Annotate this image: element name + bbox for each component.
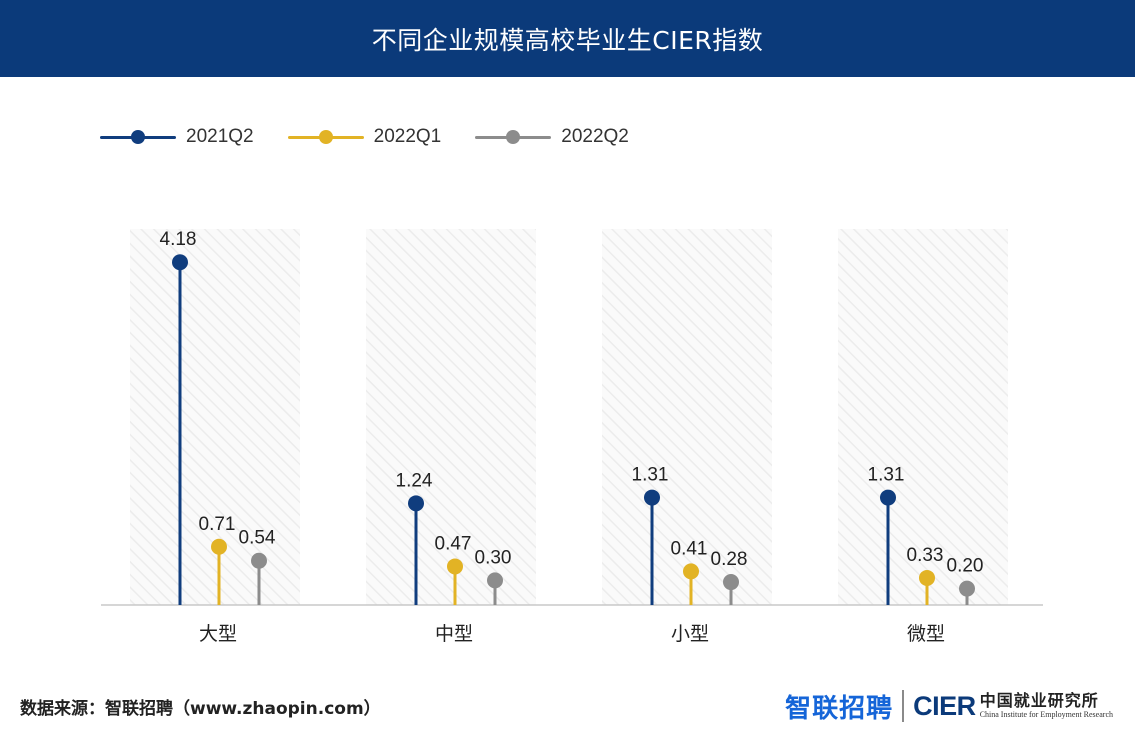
legend-swatch-2022q1 xyxy=(287,130,364,144)
logo-divider xyxy=(902,690,905,722)
cier-logo: CIER xyxy=(913,690,976,721)
lollipop-point xyxy=(880,489,896,506)
zhilian-logo: 智联招聘 xyxy=(785,693,894,724)
data-label: 4.18 xyxy=(160,229,197,250)
lollipop-point xyxy=(211,538,227,555)
x-axis-label: 微型 xyxy=(907,623,945,645)
footer-logos: 智联招聘 CIER 中国就业研究所 China Institute for Em… xyxy=(785,686,1113,726)
data-label: 1.24 xyxy=(396,470,433,491)
lollipop-point xyxy=(644,489,660,506)
legend-label: 2021Q2 xyxy=(186,126,254,147)
legend-label: 2022Q2 xyxy=(561,126,629,147)
lollipop-point xyxy=(251,552,267,569)
data-label: 0.33 xyxy=(907,545,944,566)
lollipop-point xyxy=(408,495,424,512)
chart-title: 不同企业规模高校毕业生CIER指数 xyxy=(371,25,764,55)
lollipop-point xyxy=(447,558,463,575)
legend-dot xyxy=(131,130,145,144)
legend-swatch-2021q2 xyxy=(100,130,176,144)
chart-header: 不同企业规模高校毕业生CIER指数 xyxy=(0,0,1135,77)
legend-swatch-2022q2 xyxy=(475,130,552,144)
legend: 2021Q2 2022Q1 2022Q2 xyxy=(100,121,663,153)
institute-name-en: China Institute for Employment Research xyxy=(979,710,1113,719)
legend-item-2022q1: 2022Q1 xyxy=(287,126,442,148)
data-label: 0.20 xyxy=(947,556,984,577)
legend-item-2022q2: 2022Q2 xyxy=(475,126,629,148)
data-label: 0.54 xyxy=(239,528,276,549)
lollipop-point xyxy=(172,254,188,271)
lollipop-point xyxy=(959,580,975,597)
data-label: 0.47 xyxy=(435,533,472,554)
lollipop-point xyxy=(487,572,503,589)
category-band xyxy=(838,229,1008,605)
institute-name-cn: 中国就业研究所 xyxy=(979,691,1099,710)
lollipop-point xyxy=(723,574,739,591)
legend-label: 2022Q1 xyxy=(373,126,442,147)
institute-logo: 中国就业研究所 China Institute for Employment R… xyxy=(980,692,1113,720)
data-source-note: 数据来源：智联招聘（www.zhaopin.com） xyxy=(20,699,381,719)
lollipop-point xyxy=(683,563,699,580)
data-label: 1.31 xyxy=(868,465,905,486)
data-label: 0.28 xyxy=(711,549,748,570)
x-axis-label: 中型 xyxy=(435,623,473,645)
lollipop-point xyxy=(919,569,935,586)
data-label: 0.30 xyxy=(475,547,512,568)
legend-dot xyxy=(318,130,333,144)
x-axis-label: 大型 xyxy=(199,623,237,645)
category-band xyxy=(602,229,772,605)
data-label: 1.31 xyxy=(632,465,669,486)
legend-dot xyxy=(506,130,521,144)
legend-item-2021q2: 2021Q2 xyxy=(100,126,254,148)
data-label: 0.71 xyxy=(199,514,236,535)
category-band xyxy=(366,229,536,605)
x-axis-label: 小型 xyxy=(671,623,709,645)
data-label: 0.41 xyxy=(671,538,708,559)
